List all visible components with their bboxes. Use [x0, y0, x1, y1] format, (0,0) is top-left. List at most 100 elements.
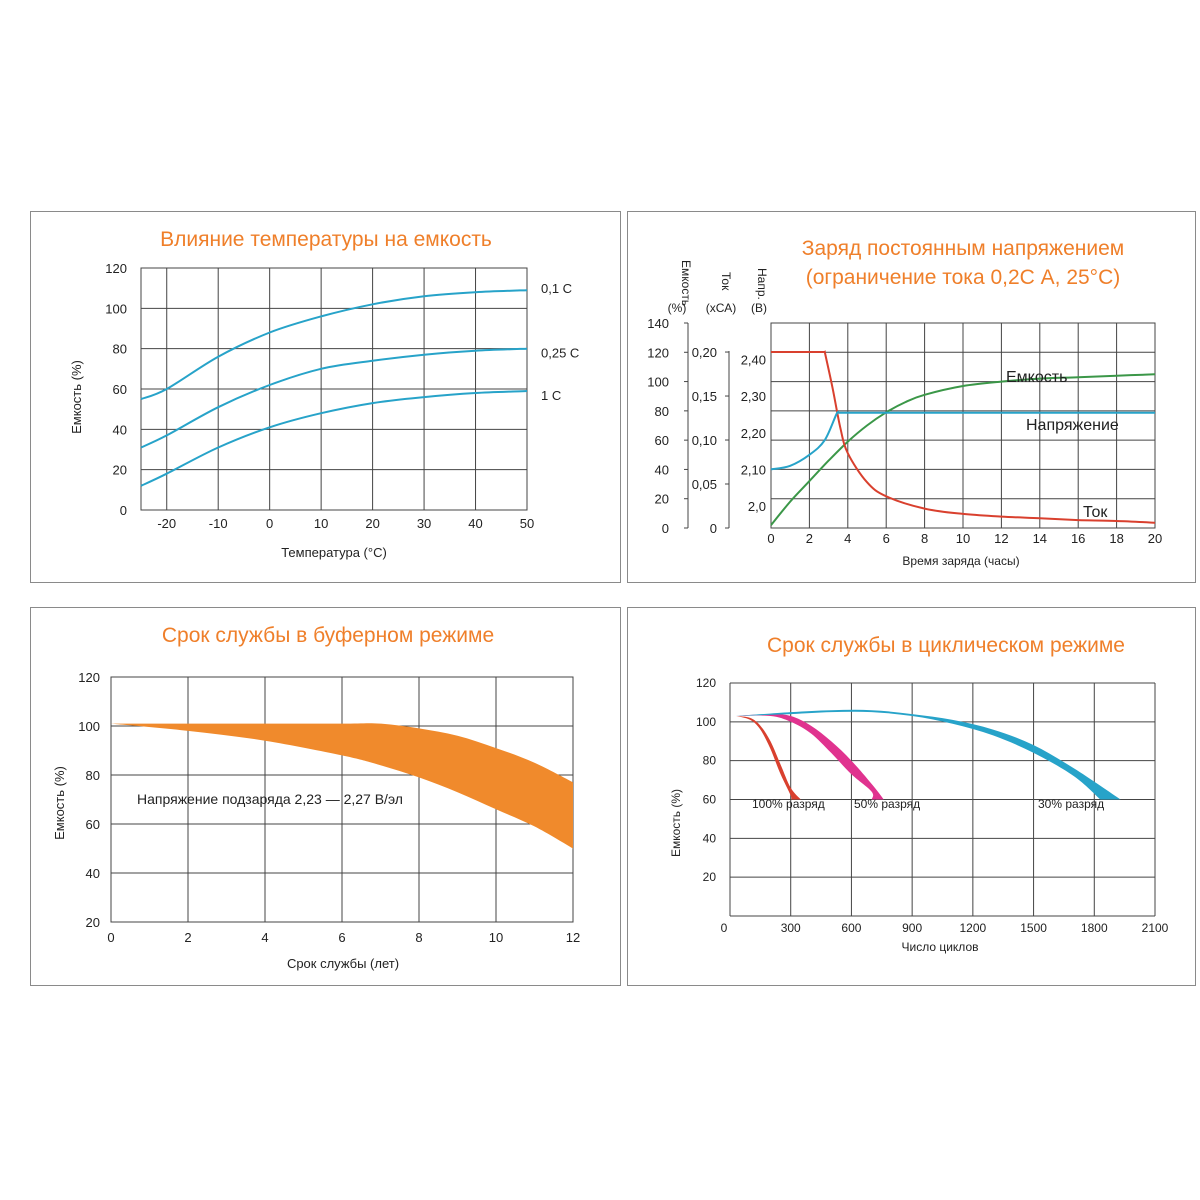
- chart-title: Влияние температуры на емкость: [160, 228, 492, 251]
- series-label: Ток: [1083, 504, 1108, 521]
- chart-cyclic-service-life: Срок службы в циклическом режиме Емкость…: [669, 634, 1169, 954]
- y-tick-label: 40: [86, 866, 100, 881]
- x-tick-label: 16: [1071, 531, 1085, 546]
- series-label: 1 С: [541, 388, 561, 403]
- axis-unit-current: (хСА): [706, 301, 736, 315]
- y-tick-label-axis3: 2,0: [748, 499, 766, 514]
- y-tick-label-axis1: 60: [655, 433, 669, 448]
- y-tick-label: 40: [113, 422, 127, 437]
- x-axis-label: Срок службы (лет): [287, 956, 399, 971]
- axis-unit-voltage: (В): [751, 301, 767, 315]
- x-axis-label: Температура (°С): [281, 545, 387, 560]
- chart-panel-temperature: Влияние температуры на емкость Емкость (…: [30, 211, 621, 583]
- series-label: Напряжение: [1026, 417, 1119, 434]
- x-tick-label: 2100: [1142, 921, 1169, 935]
- x-tick-label: 4: [844, 531, 851, 546]
- axis-title-capacity: Емкость: [679, 260, 693, 306]
- y-tick-label-axis2: 0: [710, 521, 717, 536]
- series-line-3: [770, 410, 1156, 471]
- y-tick-label: 60: [86, 817, 100, 832]
- y-tick-label: 80: [703, 754, 717, 768]
- series-band-1: [736, 716, 801, 800]
- plot-frame: [770, 322, 1156, 529]
- y-tick-label: 80: [86, 768, 100, 783]
- x-tick-label: 0: [721, 921, 728, 935]
- chart-float-service-life: Срок службы в буферном режиме Емкость (%…: [52, 624, 580, 971]
- y-tick-label-axis3: 2,30: [741, 389, 766, 404]
- x-tick-label: -10: [209, 516, 228, 531]
- y-tick-label-axis1: 40: [655, 462, 669, 477]
- y-tick-label-axis1: 20: [655, 492, 669, 507]
- y-tick-label-axis1: 0: [662, 521, 669, 536]
- y-tick-label-axis1: 140: [647, 316, 669, 331]
- y-axis-label: Емкость (%): [69, 360, 84, 434]
- x-tick-label: 40: [468, 516, 482, 531]
- x-axis-label: Время заряда (часы): [902, 554, 1019, 568]
- y-tick-label: 100: [78, 719, 100, 734]
- chart-title: Срок службы в циклическом режиме: [767, 634, 1125, 657]
- x-tick-label: 20: [1148, 531, 1162, 546]
- y-tick-label-axis2: 0,10: [692, 433, 717, 448]
- y-tick-label: 20: [113, 463, 127, 478]
- series-band-2: [736, 714, 884, 800]
- x-tick-label: 12: [994, 531, 1008, 546]
- x-tick-label: 2: [806, 531, 813, 546]
- y-tick-label-axis1: 80: [655, 404, 669, 419]
- x-tick-label: 6: [883, 531, 890, 546]
- x-tick-label: 900: [902, 921, 922, 935]
- chart-subtitle: (ограничение тока 0,2С А, 25°С): [806, 266, 1121, 289]
- series-label: 30% разряд: [1038, 797, 1104, 811]
- axis-title-current: Ток: [719, 272, 733, 291]
- x-axis-label: Число циклов: [902, 940, 979, 954]
- y-tick-label: 20: [703, 870, 717, 884]
- chart-constant-voltage-charge: Заряд постоянным напряжением (ограничени…: [647, 237, 1162, 568]
- y-tick-label-axis2: 0,05: [692, 477, 717, 492]
- chart-panel-float-life: Срок службы в буферном режиме Емкость (%…: [30, 607, 621, 986]
- y-tick-label-axis1: 100: [647, 375, 669, 390]
- y-tick-label: 120: [78, 670, 100, 685]
- series-label: 100% разряд: [752, 797, 825, 811]
- x-tick-label: 0: [266, 516, 273, 531]
- x-tick-label: 50: [520, 516, 534, 531]
- y-tick-label: 120: [105, 261, 127, 276]
- chart-title: Срок службы в буферном режиме: [162, 624, 494, 647]
- series-label: 0,1 С: [541, 281, 572, 296]
- x-tick-label: 10: [314, 516, 328, 531]
- x-tick-label: 12: [566, 930, 580, 945]
- x-tick-label: -20: [157, 516, 176, 531]
- y-tick-label-axis1: 120: [647, 345, 669, 360]
- x-tick-label: 600: [841, 921, 861, 935]
- y-tick-label: 60: [113, 382, 127, 397]
- series-label: 0,25 С: [541, 346, 579, 361]
- y-tick-label: 0: [120, 503, 127, 518]
- x-tick-label: 1500: [1020, 921, 1047, 935]
- axis-title-voltage: Напр.: [755, 268, 769, 300]
- x-tick-label: 14: [1033, 531, 1047, 546]
- chart-temperature-capacity: Влияние температуры на емкость Емкость (…: [69, 228, 579, 560]
- x-tick-label: 1200: [960, 921, 987, 935]
- y-axis-label: Емкость (%): [669, 789, 683, 857]
- y-tick-label: 100: [105, 301, 127, 316]
- x-tick-label: 1800: [1081, 921, 1108, 935]
- y-tick-label-axis2: 0,15: [692, 389, 717, 404]
- x-tick-label: 300: [781, 921, 801, 935]
- y-tick-label-axis3: 2,40: [741, 353, 766, 368]
- series-line-1: [140, 289, 528, 401]
- x-tick-label: 8: [415, 930, 422, 945]
- x-tick-label: 0: [767, 531, 774, 546]
- series-line-2: [771, 350, 1156, 524]
- series-line-2: [140, 347, 528, 449]
- series-label: Емкость: [1006, 369, 1067, 386]
- chart-panel-cycle-life: Срок службы в циклическом режиме Емкость…: [627, 607, 1196, 986]
- x-tick-label: 8: [921, 531, 928, 546]
- plot-frame: [140, 267, 528, 511]
- series-label: 50% разряд: [854, 797, 920, 811]
- x-tick-label: 2: [184, 930, 191, 945]
- service-life-band: [111, 723, 573, 849]
- x-tick-label: 10: [956, 531, 970, 546]
- y-tick-label-axis3: 2,20: [741, 426, 766, 441]
- x-tick-label: 18: [1109, 531, 1123, 546]
- y-tick-label-axis2: 0,20: [692, 345, 717, 360]
- x-tick-label: 30: [417, 516, 431, 531]
- chart-panel-constant-voltage: Заряд постоянным напряжением (ограничени…: [627, 211, 1196, 583]
